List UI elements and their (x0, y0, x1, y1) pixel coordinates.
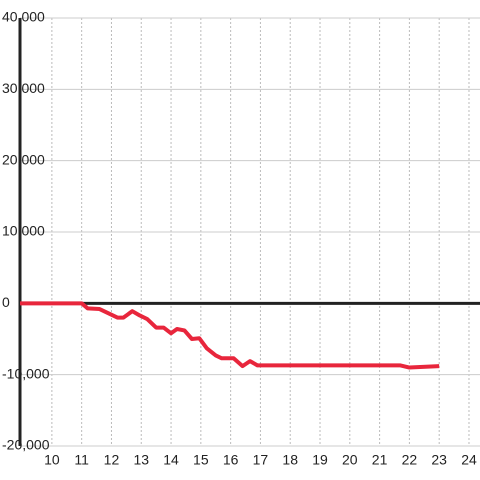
x-tick-label: 10 (44, 452, 60, 468)
x-tick-label: 19 (312, 452, 328, 468)
data-line (20, 301, 440, 370)
y-tick-label: -10,000 (2, 365, 50, 381)
x-tick-label: 12 (104, 452, 120, 468)
x-tick-label: 23 (431, 452, 447, 468)
y-tick-label: 40,000 (2, 9, 45, 25)
x-tick-label: 17 (253, 452, 269, 468)
x-tick-label: 13 (133, 452, 149, 468)
y-tick-label: 30,000 (2, 80, 45, 96)
x-tick-label: 21 (372, 452, 388, 468)
x-tick-label: 22 (402, 452, 418, 468)
y-tick-label: 20,000 (2, 151, 45, 167)
y-tick-label: 10,000 (2, 223, 45, 239)
x-tick-label: 15 (193, 452, 209, 468)
x-tick-label: 18 (282, 452, 298, 468)
x-tick-label: 16 (223, 452, 239, 468)
y-tick-label: -20,000 (2, 437, 50, 453)
x-tick-label: 14 (163, 452, 179, 468)
x-tick-label: 11 (74, 452, 89, 468)
y-tick-label: 0 (2, 294, 10, 310)
x-tick-label: 24 (461, 452, 477, 468)
x-tick-label: 20 (342, 452, 358, 468)
